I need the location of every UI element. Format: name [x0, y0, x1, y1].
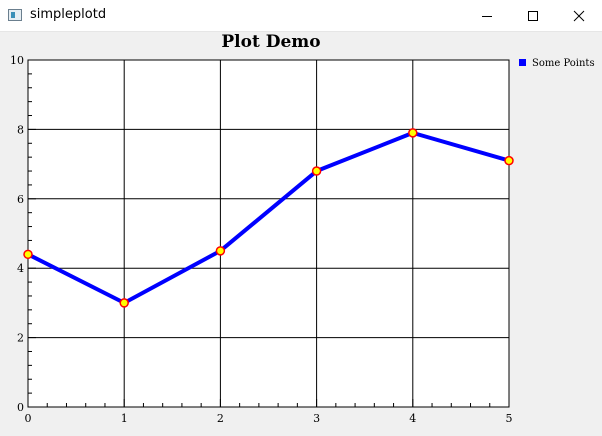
y-tick-label: 8: [17, 123, 24, 136]
x-tick-label: 3: [313, 412, 320, 425]
legend-swatch: [519, 59, 526, 66]
x-tick-label: 1: [121, 412, 128, 425]
window-title: simpleplotd: [30, 7, 107, 22]
plot-area: Plot Demo 0 1 2 3 4 5 0 2 4 6 8 10 Some Points: [0, 31, 602, 432]
data-point: [215, 246, 226, 256]
y-tick-label: 4: [17, 262, 24, 275]
data-point: [119, 298, 129, 308]
y-tick-label: 2: [17, 332, 24, 345]
legend: Some Points: [519, 58, 595, 69]
plot-canvas: [27, 59, 510, 408]
close-button[interactable]: [556, 0, 602, 31]
x-tick-label: 2: [217, 412, 224, 425]
data-point: [408, 128, 418, 138]
maximize-icon: [528, 10, 538, 21]
chart-title: Plot Demo: [221, 32, 320, 52]
y-tick-label: 0: [17, 401, 24, 414]
x-tick-label: 5: [506, 412, 513, 425]
minimize-button[interactable]: [464, 0, 510, 31]
title-bar[interactable]: simpleplotd: [0, 0, 602, 32]
legend-label: Some Points: [532, 58, 595, 69]
series-layer: [23, 128, 514, 308]
axis-ticks: 0 1 2 3 4 5 0 2 4 6 8 10: [10, 54, 513, 425]
x-tick-label: 4: [409, 412, 416, 425]
minimize-icon: [482, 15, 492, 17]
y-tick-label: 10: [10, 54, 24, 67]
y-tick-label: 6: [17, 193, 24, 206]
maximize-button[interactable]: [510, 0, 556, 31]
app-icon: [8, 9, 22, 21]
data-point: [504, 155, 514, 166]
data-point: [23, 249, 33, 260]
x-tick-label: 0: [25, 412, 32, 425]
close-icon: [573, 10, 585, 21]
grid: [28, 60, 509, 407]
line-chart: Plot Demo 0 1 2 3 4 5 0 2 4 6 8 10 Some Points: [10, 32, 595, 425]
data-point: [311, 166, 322, 176]
series-line: [27, 130, 510, 305]
